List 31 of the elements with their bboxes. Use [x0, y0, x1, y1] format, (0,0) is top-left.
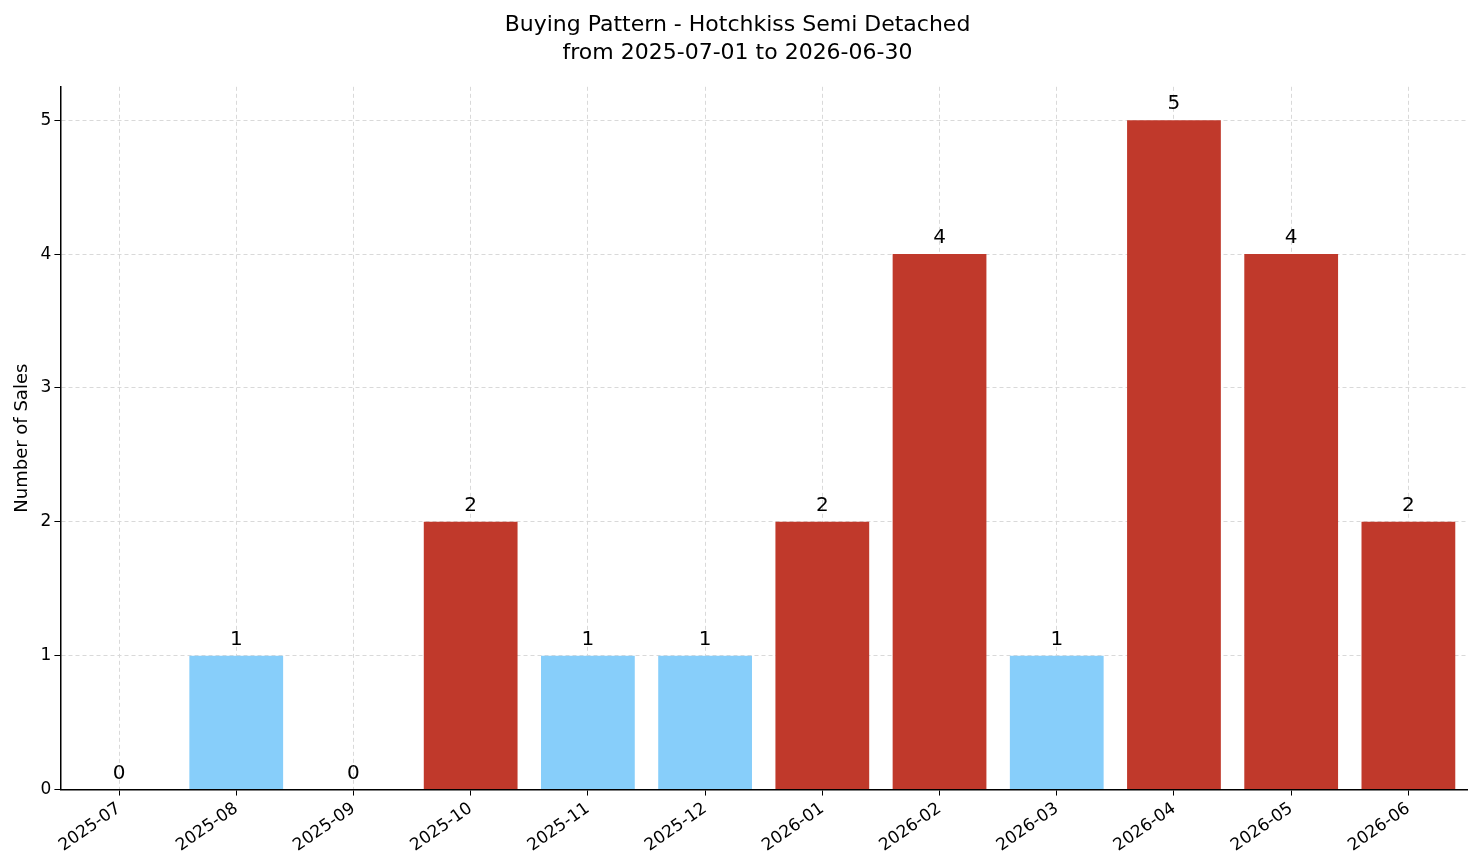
bar: [1361, 521, 1456, 790]
bar: [423, 521, 518, 790]
bar: [1127, 120, 1221, 790]
bar: [892, 254, 987, 790]
data-label: 0: [112, 759, 126, 784]
y-tick-label: 4: [40, 242, 52, 263]
bar: [1009, 655, 1104, 790]
bar: [1244, 254, 1339, 790]
y-tick-label: 5: [40, 108, 52, 129]
data-label: 1: [1050, 625, 1064, 650]
y-tick-label: 2: [40, 510, 52, 531]
data-label: 5: [1167, 90, 1181, 115]
bar: [775, 521, 870, 790]
bar: [189, 655, 284, 790]
chart-title: Buying Pattern - Hotchkiss Semi Detached: [504, 10, 971, 36]
data-label: 1: [698, 625, 712, 650]
y-axis-title: Number of Sales: [10, 363, 32, 513]
data-label: 1: [229, 625, 243, 650]
data-label: 4: [1284, 224, 1298, 249]
data-label: 0: [347, 759, 360, 784]
y-tick-label: 1: [40, 644, 52, 665]
bar: [658, 655, 752, 790]
bar: [541, 655, 635, 790]
data-label: 1: [581, 625, 595, 650]
y-tick-label: 3: [40, 376, 52, 397]
data-label: 2: [815, 492, 829, 517]
data-label: 4: [933, 224, 946, 249]
chart-subtitle: from 2025-07-01 to 2026-06-30: [562, 39, 913, 65]
data-label: 2: [1402, 492, 1415, 517]
y-tick-label: 0: [40, 777, 52, 798]
data-label: 2: [464, 492, 478, 517]
